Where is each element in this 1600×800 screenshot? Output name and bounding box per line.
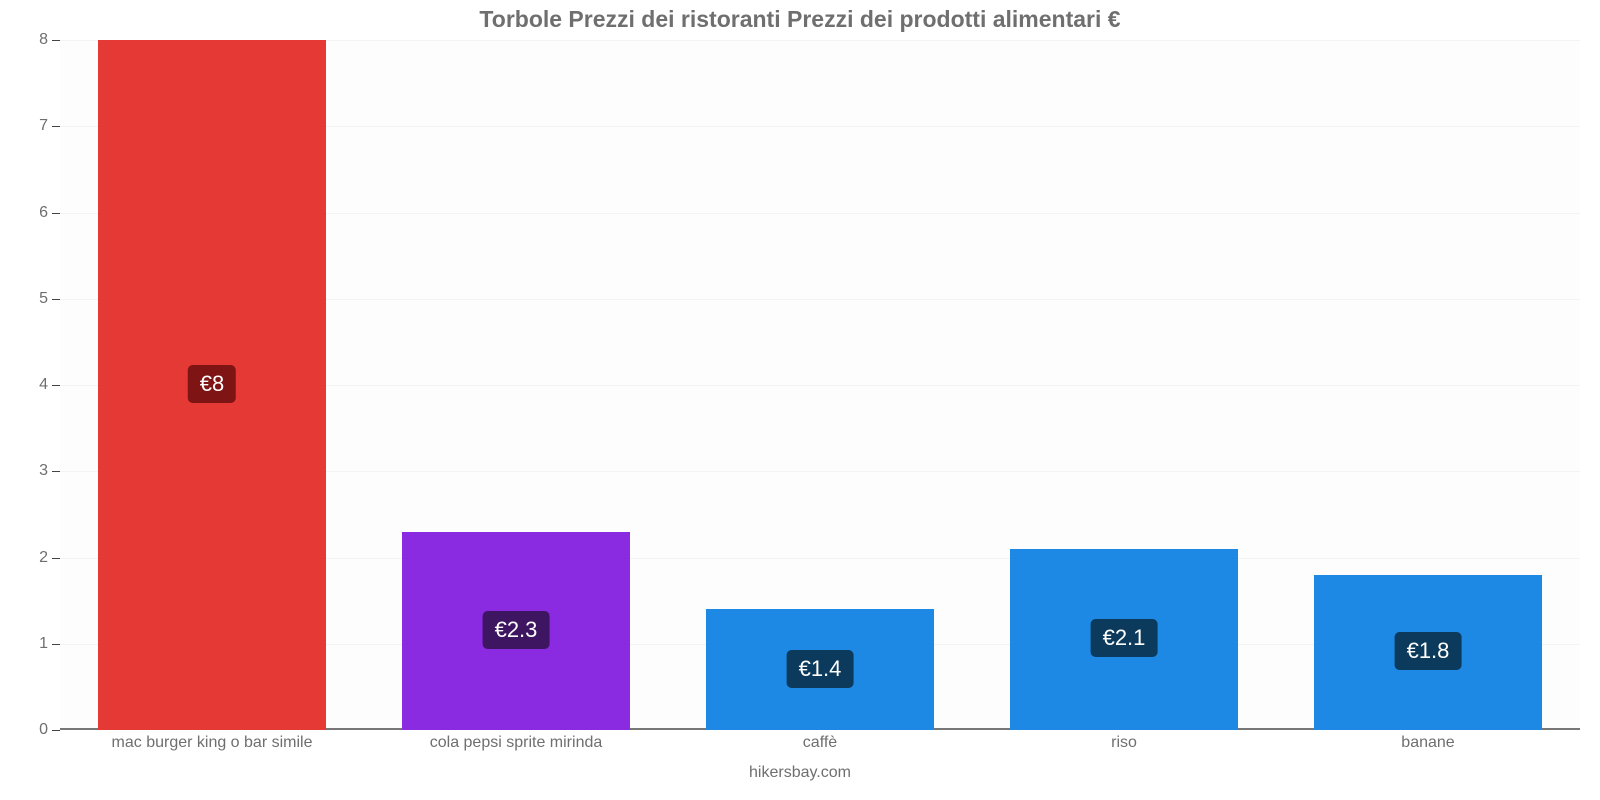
y-axis-label: 3	[20, 462, 48, 480]
plot-area: 012345678€8€2.3€1.4€2.1€1.8	[60, 40, 1580, 730]
y-axis-label: 5	[20, 290, 48, 308]
y-tick	[52, 730, 60, 731]
x-axis-label: caffè	[803, 734, 837, 752]
bar-slot: €2.3	[402, 40, 630, 730]
y-axis-label: 2	[20, 549, 48, 567]
y-axis-label: 4	[20, 376, 48, 394]
value-badge: €1.4	[787, 650, 854, 688]
x-axis-label: cola pepsi sprite mirinda	[430, 734, 603, 752]
y-tick	[52, 126, 60, 127]
y-axis-label: 7	[20, 117, 48, 135]
y-tick	[52, 40, 60, 41]
x-axis-label: riso	[1111, 734, 1137, 752]
y-tick	[52, 644, 60, 645]
value-badge: €2.1	[1091, 619, 1158, 657]
value-badge: €8	[188, 365, 236, 403]
y-axis-label: 8	[20, 31, 48, 49]
bar-slot: €1.8	[1314, 40, 1542, 730]
bar-slot: €2.1	[1010, 40, 1238, 730]
y-tick	[52, 471, 60, 472]
value-badge: €2.3	[483, 611, 550, 649]
x-axis-label: mac burger king o bar simile	[112, 734, 313, 752]
y-tick	[52, 299, 60, 300]
x-axis-label: banane	[1401, 734, 1454, 752]
attribution-text: hikersbay.com	[0, 764, 1600, 782]
y-tick	[52, 385, 60, 386]
bar-slot: €8	[98, 40, 326, 730]
bar-slot: €1.4	[706, 40, 934, 730]
y-axis-label: 6	[20, 204, 48, 222]
y-axis-label: 0	[20, 721, 48, 739]
y-tick	[52, 558, 60, 559]
chart-container: Torbole Prezzi dei ristoranti Prezzi dei…	[0, 0, 1600, 800]
y-axis-label: 1	[20, 635, 48, 653]
chart-title: Torbole Prezzi dei ristoranti Prezzi dei…	[0, 0, 1600, 39]
y-tick	[52, 213, 60, 214]
value-badge: €1.8	[1395, 632, 1462, 670]
